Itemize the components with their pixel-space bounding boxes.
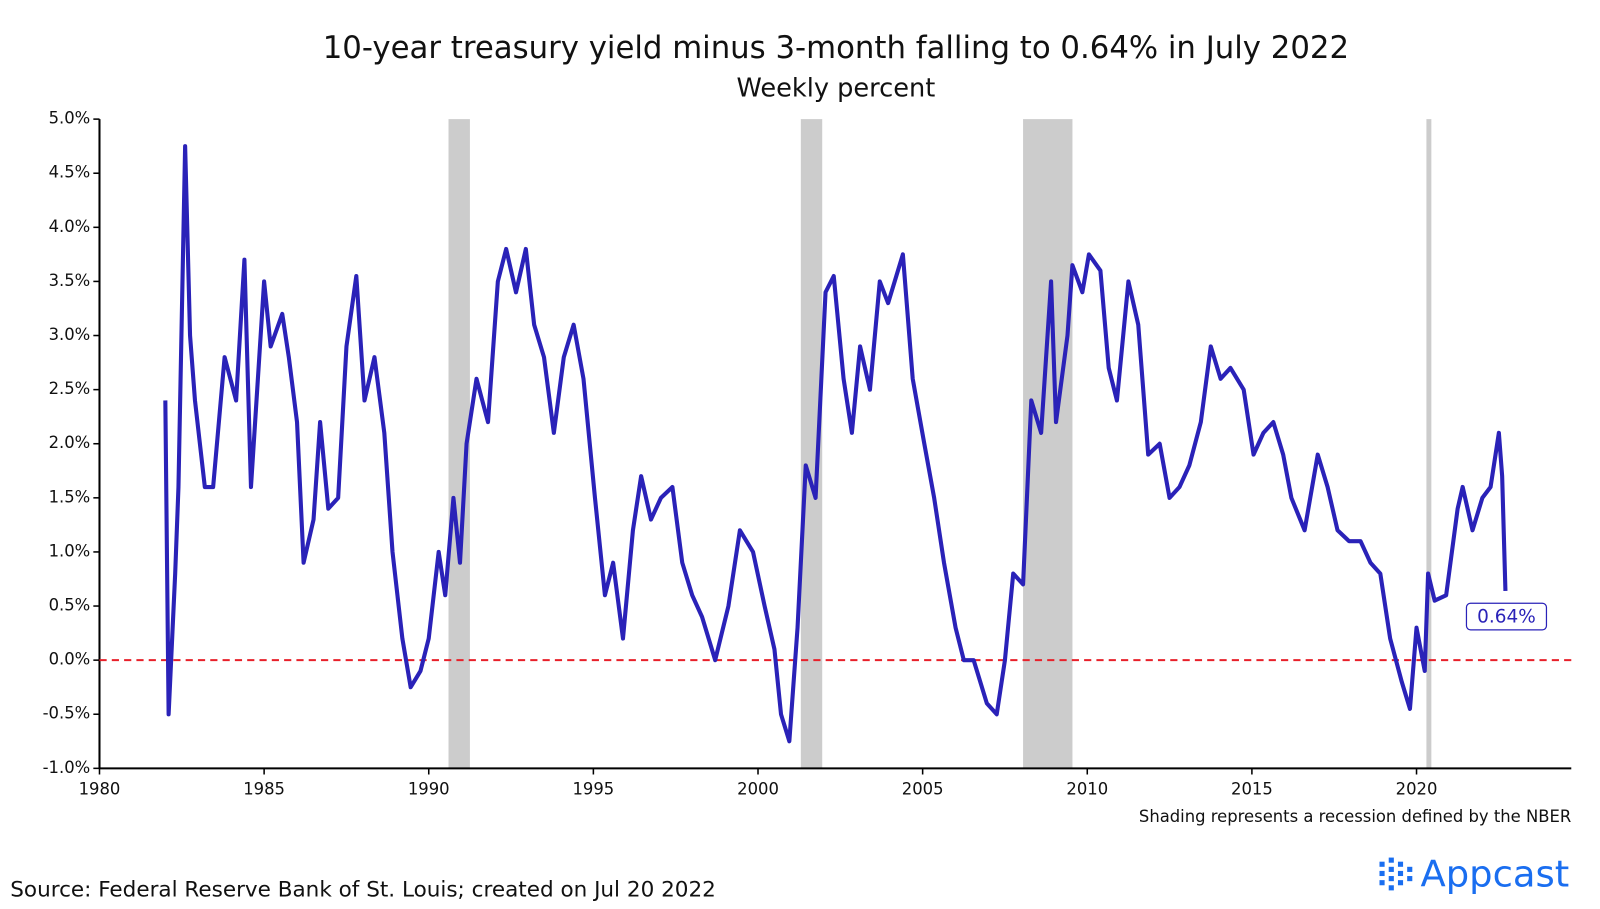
annotation-box (1465, 602, 1548, 631)
y-tick-label: 3.5% (49, 271, 91, 290)
logo: Appcast (1421, 853, 1570, 896)
annotation: 0.64% (1477, 607, 1536, 628)
y-tick-label: 1.0% (49, 541, 91, 560)
logo-dots (1379, 857, 1413, 891)
x-tick-label: 1990 (408, 779, 450, 798)
recession-band (800, 119, 823, 769)
source: Source: Federal Reserve Bank of St. Loui… (10, 877, 716, 902)
series-line (163, 144, 1508, 744)
y-tick-label: 4.5% (49, 163, 91, 182)
y-tick-label: 0.5% (49, 596, 91, 615)
y-tick-label: -0.5% (43, 704, 91, 723)
note: Shading represents a recession defined b… (1139, 807, 1571, 826)
recession-band (448, 119, 470, 769)
y-tick-label: 0.0% (49, 650, 91, 669)
y-tick-label: 2.0% (49, 433, 91, 452)
x-tick-label: 1995 (572, 779, 614, 798)
y-tick-label: 5.0% (49, 109, 91, 128)
x-tick-label: 1980 (79, 779, 121, 798)
y-tick-label: 2.5% (49, 379, 91, 398)
y-tick-label: -1.0% (43, 758, 91, 777)
recession-band (1426, 119, 1432, 769)
y-tick-label: 4.0% (49, 217, 91, 236)
y-tick-label: 1.5% (49, 487, 91, 506)
x-tick-label: 2000 (737, 779, 779, 798)
x-tick-label: 2020 (1396, 779, 1438, 798)
x-tick-label: 2015 (1231, 779, 1273, 798)
chart-title: 10-year treasury yield minus 3-month fal… (323, 30, 1349, 66)
y-tick-label: 3.0% (49, 325, 91, 344)
x-tick-label: 2010 (1066, 779, 1108, 798)
x-tick-label: 2005 (902, 779, 944, 798)
chart-subtitle: Weekly percent (737, 73, 936, 103)
x-tick-label: 1985 (243, 779, 285, 798)
